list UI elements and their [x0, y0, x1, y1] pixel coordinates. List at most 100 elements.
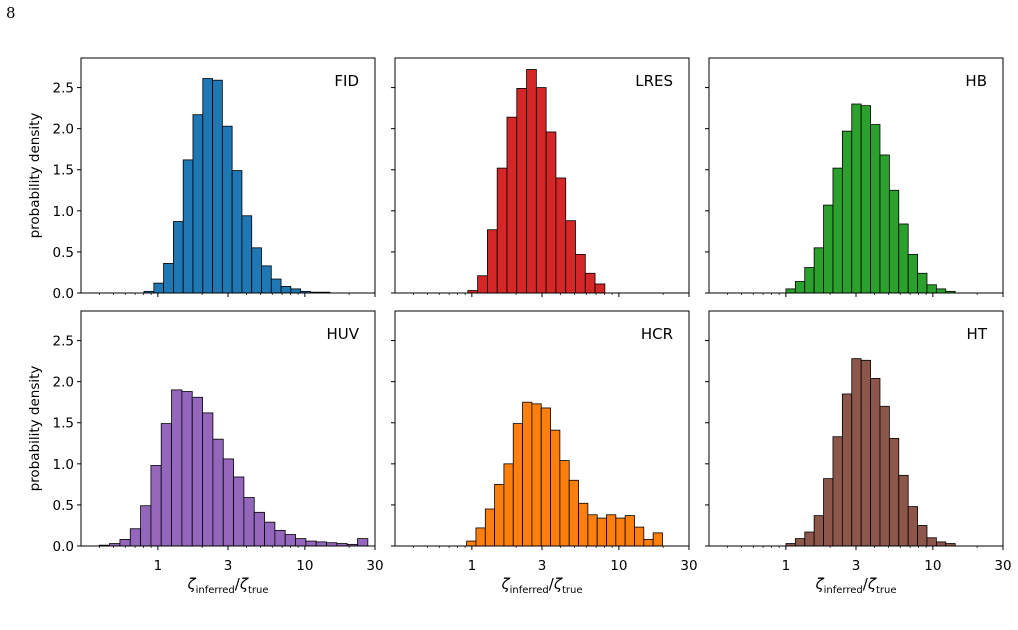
histogram-bar [907, 253, 918, 294]
histogram-bar [606, 514, 617, 547]
histogram-bar [129, 528, 141, 547]
histogram-bar [860, 105, 871, 294]
histogram-bar [270, 278, 282, 294]
histogram-bar [652, 532, 663, 547]
histogram-bar [935, 541, 947, 547]
histogram-bar [578, 502, 589, 547]
y-tick-label: 1.0 [53, 457, 74, 473]
histogram-bar [212, 438, 224, 547]
histogram-bar [516, 88, 527, 294]
panel-hcr: 1 3 10 30 HCR ζinferred/ζtrue [391, 310, 698, 596]
histogram-bar [264, 521, 276, 547]
panel-huv: 0.0 0.5 1.0 1.5 2.0 2.5 1 3 10 30 HUV probability d… [27, 310, 384, 596]
histogram-bar [565, 220, 576, 294]
histogram-bar [926, 284, 937, 294]
panel-label: HT [967, 325, 988, 343]
histogram-bar [935, 288, 947, 294]
panel-label: HB [965, 72, 987, 90]
histogram-bar [173, 221, 184, 294]
histogram-bar [870, 377, 881, 547]
histogram-bar [888, 189, 900, 294]
histogram-bar [545, 131, 557, 294]
histogram-bar [841, 393, 853, 547]
panel-label: LRES [635, 72, 673, 90]
histogram-bar [140, 505, 152, 547]
histogram-bar [153, 282, 165, 294]
y-tick-label: 0.5 [53, 245, 74, 261]
y-axis-title: probability density [27, 366, 43, 492]
histogram-bar [253, 511, 265, 547]
histogram-bar [898, 223, 909, 294]
histogram-bar [926, 537, 937, 547]
histogram-bar [477, 275, 488, 294]
histogram-bar [813, 247, 824, 294]
histogram-bar [290, 288, 302, 294]
histogram-bar [222, 458, 234, 547]
histogram-bar [575, 253, 586, 294]
histogram-bar [233, 476, 245, 547]
panel-label: HUV [326, 325, 359, 343]
y-tick-label: 2.0 [53, 375, 74, 391]
panel-label: HCR [641, 325, 673, 343]
histogram-bar [212, 79, 223, 294]
x-tick-label: 30 [680, 558, 697, 574]
panel-ht: 1 3 10 30 HT ζinferred/ζtrue [705, 310, 1012, 596]
histogram-bar [150, 465, 162, 547]
histogram-bar [357, 538, 369, 547]
x-tick-label: 10 [924, 558, 941, 574]
histogram-bar [851, 358, 862, 547]
histogram-bar [163, 263, 174, 294]
histogram-bar [823, 478, 834, 547]
histogram-bar [860, 359, 871, 547]
histogram-bar [832, 436, 843, 547]
x-axis-title: ζinferred/ζtrue [500, 575, 582, 596]
histogram-bar [512, 423, 523, 547]
histogram-bar [171, 389, 183, 547]
histogram-bar [202, 78, 213, 294]
histogram-bar [182, 159, 194, 294]
x-tick-label: 30 [366, 558, 383, 574]
histogram-bar [494, 483, 505, 547]
x-tick-label: 3 [538, 558, 547, 574]
histogram-bar [851, 103, 862, 294]
histogram-bar [879, 154, 890, 294]
histogram-bar [305, 540, 317, 547]
histogram-bar [794, 281, 806, 294]
histogram-bar [879, 405, 890, 547]
panel-fid: 0.0 0.5 1.0 1.5 2.0 2.5 FID probability density [27, 57, 376, 302]
histogram-bar [555, 177, 567, 294]
histogram-bar [221, 125, 233, 294]
histogram-bar [280, 286, 292, 294]
histogram-bar [559, 460, 570, 547]
y-tick-label: 0.0 [53, 286, 74, 302]
x-tick-label: 3 [224, 558, 233, 574]
panel-lres: LRES [391, 57, 690, 297]
panel-label: FID [334, 72, 359, 90]
histogram-bar [522, 401, 533, 547]
histogram-bar [568, 479, 579, 547]
y-tick-label: 0.0 [53, 539, 74, 555]
histogram-bar [526, 69, 537, 294]
histogram-bar [535, 87, 547, 294]
y-tick-label: 0.5 [53, 498, 74, 514]
histogram-bar [506, 116, 518, 294]
y-tick-label: 1.5 [53, 163, 74, 179]
histogram-bar [804, 267, 815, 294]
histogram-bar [888, 437, 900, 547]
histogram-bar [181, 391, 193, 547]
histogram-bar [295, 538, 307, 547]
y-tick-label: 2.5 [53, 81, 74, 97]
histogram-bar [584, 272, 596, 294]
histogram-bar [841, 130, 853, 294]
x-axis-title: ζinferred/ζtrue [814, 575, 896, 596]
histogram-bar [587, 514, 598, 547]
histogram-bar [624, 515, 635, 547]
x-tick-label: 10 [296, 558, 313, 574]
histogram-bar [634, 526, 645, 547]
y-tick-label: 2.5 [53, 334, 74, 350]
histogram-bar [202, 412, 214, 547]
y-tick-label: 2.0 [53, 122, 74, 138]
histogram-bar [832, 167, 843, 294]
x-tick-label: 1 [468, 558, 477, 574]
